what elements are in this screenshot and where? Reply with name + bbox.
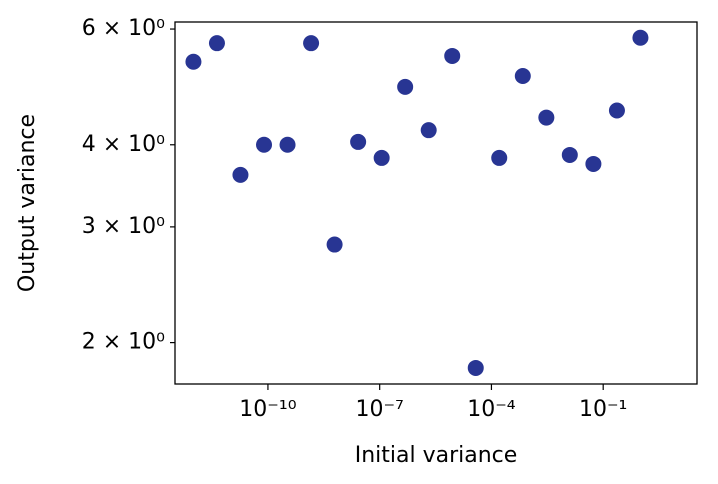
point [467,359,484,376]
x-tick-label: 10⁻¹⁰ [239,397,296,422]
point [208,35,225,52]
point [538,109,555,126]
point [608,102,625,119]
point [326,236,343,253]
point [279,136,296,153]
point [256,136,273,153]
y-tick-label: 4 × 10⁰ [82,132,165,157]
y-tick-label: 6 × 10⁰ [82,16,165,41]
point [397,78,414,95]
x-axis-label: Initial variance [355,443,518,468]
point [185,53,202,70]
point [491,149,508,166]
point [561,146,578,163]
point [514,67,531,84]
x-tick-label: 10⁻¹ [579,397,627,422]
point [350,133,367,150]
point [585,155,602,172]
point [444,47,461,64]
x-tick-label: 10⁻⁷ [355,397,403,422]
y-tick-label: 2 × 10⁰ [82,330,165,355]
y-tick-label: 3 × 10⁰ [82,214,165,239]
point [420,122,437,139]
point [373,149,390,166]
plot-frame [174,21,698,385]
point [232,166,249,183]
y-axis-label: Output variance [15,114,40,292]
point [303,35,320,52]
point [632,29,649,46]
x-tick-label: 10⁻⁴ [467,397,516,422]
